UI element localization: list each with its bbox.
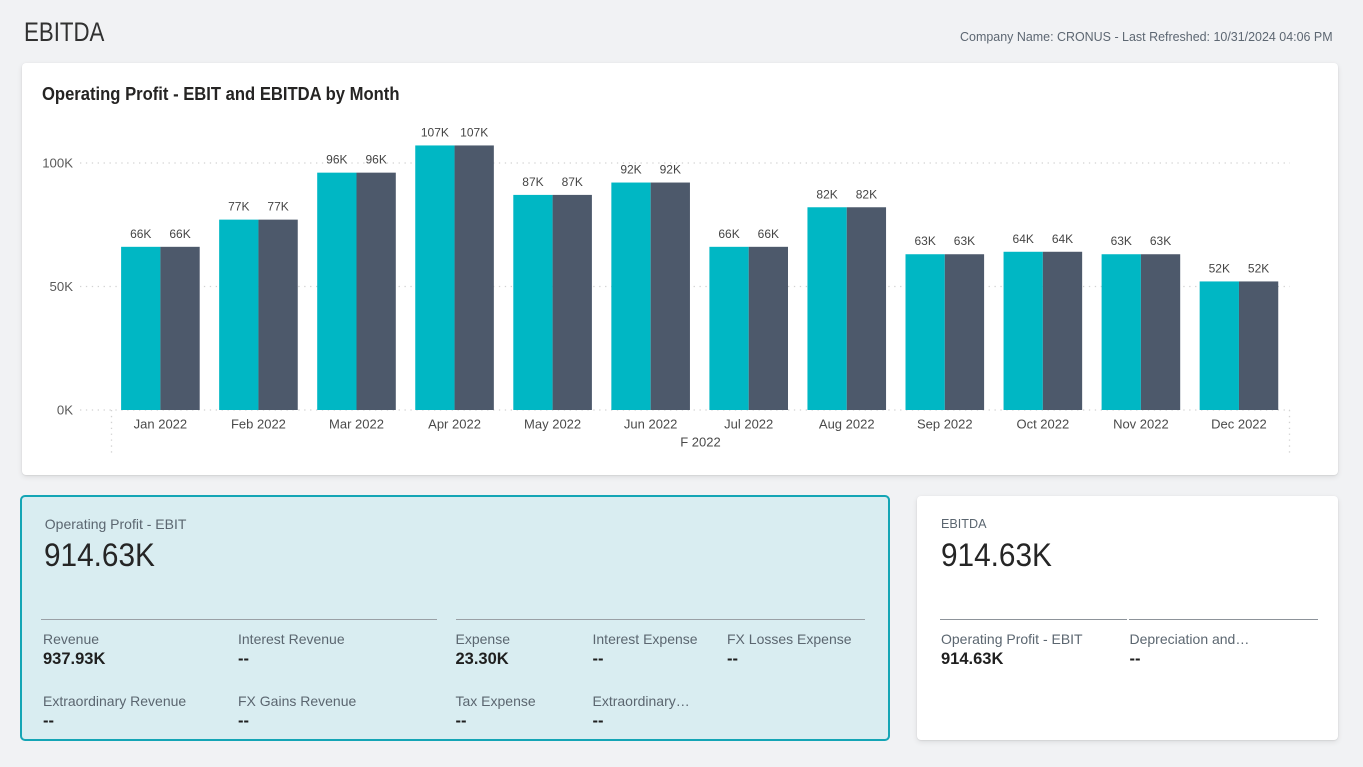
svg-text:107K: 107K xyxy=(460,125,488,139)
svg-text:63K: 63K xyxy=(1111,234,1132,248)
svg-text:F 2022: F 2022 xyxy=(680,435,720,450)
svg-text:66K: 66K xyxy=(758,227,779,241)
svg-text:63K: 63K xyxy=(1150,234,1171,248)
svg-text:52K: 52K xyxy=(1209,261,1230,275)
svg-text:77K: 77K xyxy=(228,200,249,214)
svg-text:Jul 2022: Jul 2022 xyxy=(724,417,773,432)
svg-text:82K: 82K xyxy=(816,187,837,201)
svg-text:Apr 2022: Apr 2022 xyxy=(428,417,481,432)
svg-text:96K: 96K xyxy=(365,153,386,167)
svg-text:92K: 92K xyxy=(660,163,681,177)
svg-text:96K: 96K xyxy=(326,153,347,167)
svg-text:66K: 66K xyxy=(169,227,190,241)
svg-text:107K: 107K xyxy=(421,125,449,139)
svg-text:77K: 77K xyxy=(267,200,288,214)
svg-text:0K: 0K xyxy=(57,403,73,418)
svg-text:Jan 2022: Jan 2022 xyxy=(134,417,188,432)
svg-text:Sep 2022: Sep 2022 xyxy=(917,417,973,432)
svg-text:Dec 2022: Dec 2022 xyxy=(1211,417,1267,432)
svg-text:Feb 2022: Feb 2022 xyxy=(231,417,286,432)
svg-text:66K: 66K xyxy=(130,227,151,241)
svg-text:87K: 87K xyxy=(562,175,583,189)
svg-text:50K: 50K xyxy=(50,279,74,294)
svg-text:66K: 66K xyxy=(718,227,739,241)
svg-text:Oct 2022: Oct 2022 xyxy=(1016,417,1069,432)
svg-text:Aug 2022: Aug 2022 xyxy=(819,417,875,432)
svg-text:87K: 87K xyxy=(522,175,543,189)
svg-text:Nov 2022: Nov 2022 xyxy=(1113,417,1169,432)
svg-text:82K: 82K xyxy=(856,187,877,201)
svg-text:63K: 63K xyxy=(914,234,935,248)
svg-text:May 2022: May 2022 xyxy=(524,417,581,432)
svg-text:63K: 63K xyxy=(954,234,975,248)
svg-text:64K: 64K xyxy=(1013,232,1034,246)
svg-text:100K: 100K xyxy=(42,156,73,171)
svg-text:64K: 64K xyxy=(1052,232,1073,246)
svg-text:Mar 2022: Mar 2022 xyxy=(329,417,384,432)
svg-text:Jun 2022: Jun 2022 xyxy=(624,417,678,432)
svg-text:52K: 52K xyxy=(1248,261,1269,275)
svg-text:92K: 92K xyxy=(620,163,641,177)
